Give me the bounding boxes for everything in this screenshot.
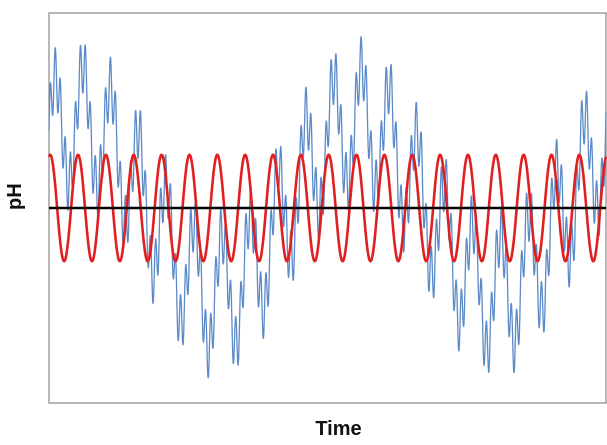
y-axis-title: pH xyxy=(4,183,26,210)
x-axis-title: Time xyxy=(315,418,362,440)
series-line-1 xyxy=(48,36,607,379)
series-line-2 xyxy=(47,153,607,263)
